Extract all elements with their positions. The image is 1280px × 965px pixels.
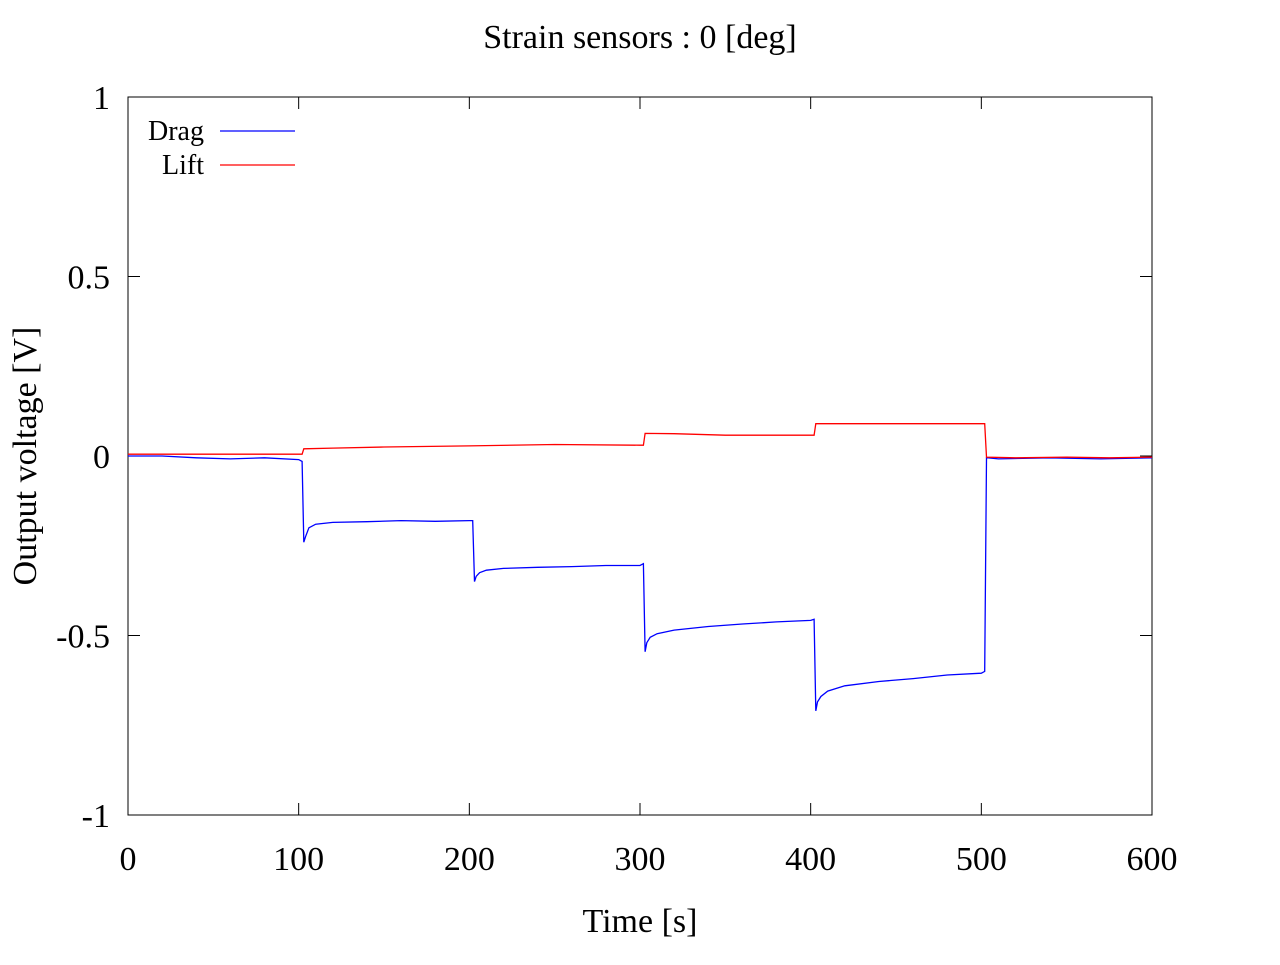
- y-tick-label: 1: [93, 80, 110, 117]
- x-tick-label: 0: [120, 841, 137, 878]
- y-tick-label: -0.5: [56, 619, 110, 656]
- plot-frame: [127, 96, 1153, 816]
- y-tick-label: -1: [82, 798, 110, 835]
- legend-label-lift: Lift: [162, 150, 204, 181]
- series-line-drag: [128, 455, 1153, 712]
- x-tick-label: 600: [1127, 841, 1178, 878]
- x-tick-label: 100: [273, 841, 324, 878]
- legend-label-drag: Drag: [148, 116, 204, 147]
- x-tick-label: 400: [785, 841, 836, 878]
- series-line-lift: [128, 423, 1153, 459]
- x-axis-label: Time [s]: [583, 903, 698, 940]
- x-tick-label: 500: [956, 841, 1007, 878]
- y-axis-label: Output voltage [V]: [7, 327, 44, 586]
- y-tick-label: 0: [93, 439, 110, 476]
- chart-title: Strain sensors : 0 [deg]: [483, 19, 797, 56]
- x-tick-label: 200: [444, 841, 495, 878]
- x-tick-label: 300: [615, 841, 666, 878]
- y-tick-label: 0.5: [68, 260, 111, 297]
